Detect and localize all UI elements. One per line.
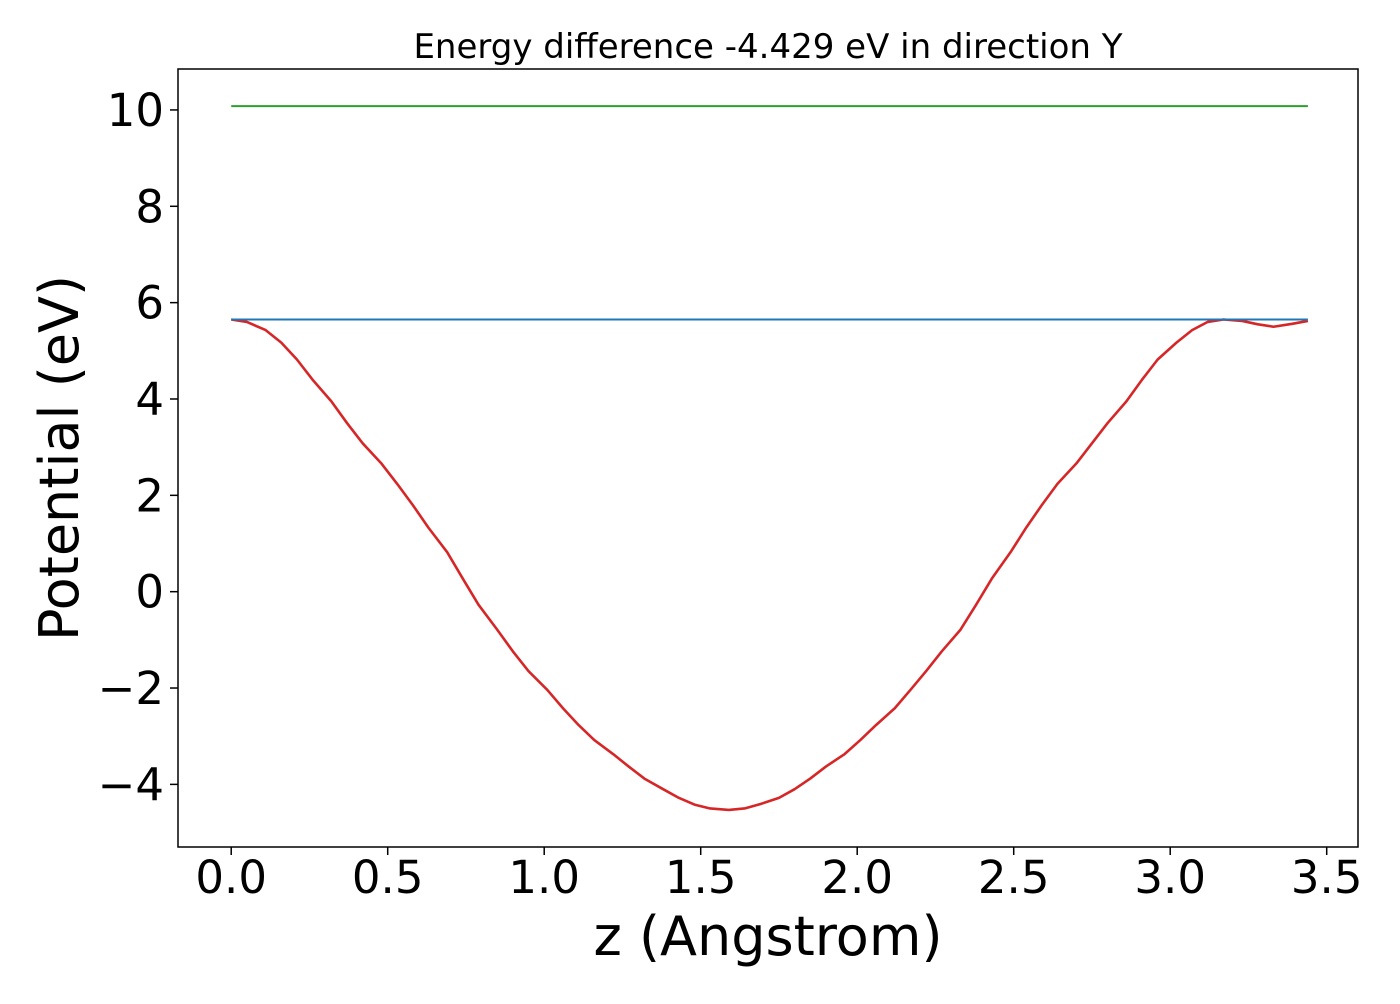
y-tick-label: −2 xyxy=(98,662,164,715)
x-axis: 0.0 0.5 1.0 1.5 2.0 2.5 3.0 3.5 xyxy=(195,847,1362,904)
x-tick-label: 1.0 xyxy=(508,851,580,904)
x-tick-label: 3.5 xyxy=(1291,851,1363,904)
series-line-0 xyxy=(231,318,1309,812)
x-axis-label: z (Angstrom) xyxy=(593,905,942,968)
plot-area xyxy=(231,105,1309,812)
y-tick-label: 4 xyxy=(135,373,164,426)
y-tick-label: 10 xyxy=(107,84,164,137)
plot-frame xyxy=(177,68,1359,848)
x-tick-label: 3.0 xyxy=(1134,851,1206,904)
x-tick-label: 0.5 xyxy=(352,851,424,904)
x-tick-label: 0.0 xyxy=(195,851,267,904)
y-tick-label: −4 xyxy=(98,758,164,811)
y-tick-label: 0 xyxy=(135,566,164,619)
y-axis: −4 −2 0 2 4 6 8 10 xyxy=(98,84,178,811)
x-tick-label: 1.5 xyxy=(665,851,737,904)
y-axis-label: Potential (eV) xyxy=(28,275,91,641)
y-tick-label: 2 xyxy=(135,469,164,522)
x-tick-label: 2.0 xyxy=(821,851,893,904)
x-tick-label: 2.5 xyxy=(978,851,1050,904)
chart-title: Energy difference -4.429 eV in direction… xyxy=(413,27,1122,67)
y-tick-label: 6 xyxy=(135,277,164,330)
y-tick-label: 8 xyxy=(135,180,164,233)
